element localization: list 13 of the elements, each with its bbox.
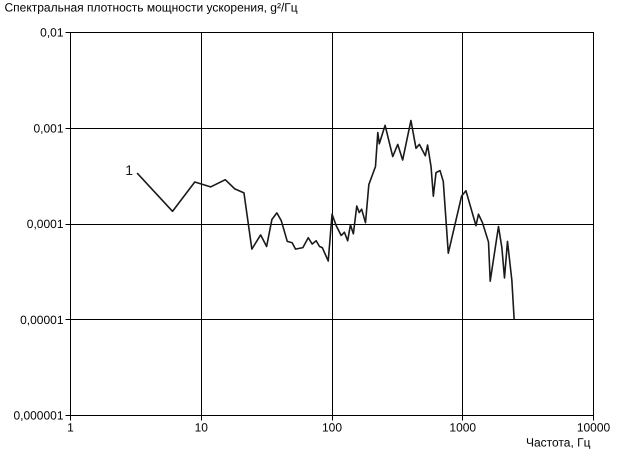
series-label: 1 [125, 162, 134, 178]
y-tick-label: 0,0001 [26, 217, 64, 231]
y-axis-title: Спектральная плотность мощности ускорения, g²/Гц [4, 0, 298, 14]
y-tick-label: 0,00001 [20, 312, 64, 327]
x-tick-label: 1 [67, 420, 74, 434]
y-tick-label: 0,001 [33, 121, 64, 136]
y-tick-label: 0,01 [40, 26, 64, 40]
x-tick-label: 100 [322, 420, 342, 434]
x-tick-label: 10000 [576, 420, 611, 434]
x-tick-label: 1000 [449, 420, 476, 434]
x-axis-title: Частота, Гц [526, 436, 591, 450]
y-tick-label: 0,000001 [13, 408, 64, 422]
x-tick-label: 10 [194, 420, 208, 434]
